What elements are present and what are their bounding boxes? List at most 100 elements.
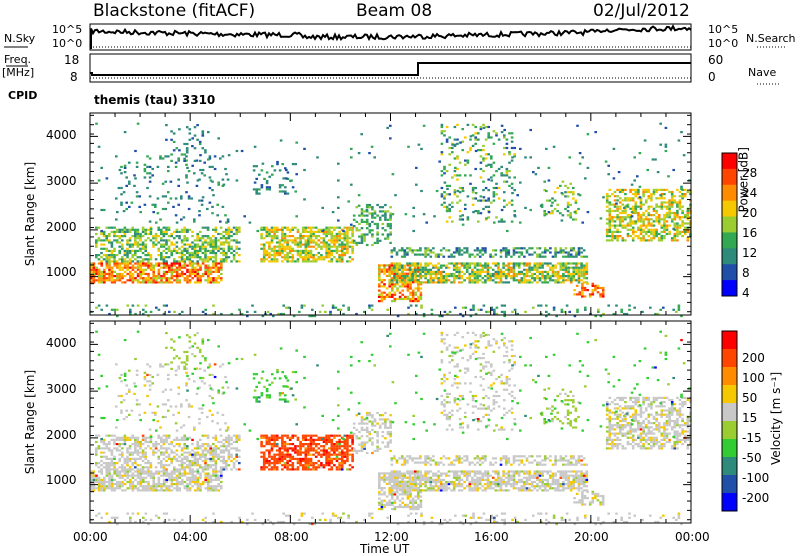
power-cell — [92, 262, 96, 265]
power-cell — [125, 201, 128, 204]
velocity-cell — [199, 487, 202, 490]
power-cell — [390, 249, 394, 252]
velocity-cell — [90, 489, 93, 492]
velocity-cell — [209, 487, 213, 490]
power-cell — [365, 220, 369, 223]
power-cell — [686, 214, 690, 217]
power-cell — [676, 211, 679, 215]
power-cell — [676, 216, 679, 219]
power-cell — [307, 254, 310, 257]
velocity-cell — [168, 485, 171, 488]
power-cell — [97, 279, 101, 282]
power-cell — [398, 281, 402, 284]
power-cell — [164, 180, 167, 183]
power-cell — [186, 281, 189, 284]
power-cell — [613, 235, 617, 238]
power-cell — [450, 275, 453, 278]
power-cell — [572, 277, 576, 280]
velocity-cell — [294, 451, 297, 454]
power-cell — [126, 304, 129, 307]
power-cell — [147, 232, 150, 236]
velocity-cell — [188, 340, 192, 343]
power-cell — [471, 197, 475, 200]
power-cell — [398, 249, 401, 252]
velocity-cell — [141, 436, 145, 439]
power-cell — [183, 226, 186, 229]
power-cell — [494, 262, 498, 265]
power-cell — [103, 268, 106, 271]
power-cell — [452, 255, 456, 258]
power-cell — [376, 227, 379, 230]
power-cell — [657, 205, 661, 208]
velocity-cell — [193, 464, 197, 467]
velocity-cell — [186, 487, 189, 490]
power-cell — [655, 218, 658, 221]
power-cell — [484, 205, 488, 208]
power-cell — [95, 239, 98, 242]
power-cell — [438, 315, 441, 318]
power-cell — [260, 235, 263, 238]
power-cell — [437, 255, 440, 258]
power-cell — [186, 243, 189, 246]
power-cell — [125, 207, 128, 211]
power-cell — [577, 207, 580, 211]
power-cell — [430, 308, 434, 311]
power-cell — [497, 197, 501, 200]
velocity-cell — [157, 476, 161, 479]
velocity-cell — [230, 459, 233, 463]
power-cell — [165, 228, 168, 231]
power-cell — [318, 310, 322, 313]
power-cell — [519, 147, 522, 150]
velocity-cell — [260, 445, 263, 448]
power-cell — [281, 260, 284, 263]
power-cell — [378, 264, 381, 267]
power-cell — [445, 125, 449, 129]
power-cell — [195, 184, 199, 187]
power-cell — [235, 245, 238, 248]
velocity-cell — [212, 451, 215, 454]
power-cell — [538, 262, 542, 265]
velocity-cell — [131, 464, 134, 467]
power-cell — [330, 258, 334, 261]
power-cell — [320, 228, 323, 231]
power-cell — [162, 226, 166, 229]
power-cell — [371, 235, 374, 238]
power-cell — [525, 251, 529, 254]
power-cell — [650, 239, 653, 242]
power-cell — [378, 283, 381, 286]
velocity-cell — [235, 468, 238, 471]
power-cell — [175, 279, 179, 282]
velocity-cell — [118, 459, 121, 463]
power-cell — [365, 243, 369, 247]
power-cell — [165, 266, 168, 269]
power-cell — [135, 161, 139, 164]
power-cell — [400, 275, 404, 278]
power-cell — [165, 270, 168, 273]
power-cell — [271, 173, 274, 176]
power-cell — [209, 279, 213, 282]
velocity-cell — [100, 483, 103, 486]
power-cell — [358, 241, 361, 244]
power-cell — [325, 230, 328, 233]
velocity-cell — [121, 464, 124, 467]
power-cell — [516, 194, 519, 197]
power-cell — [120, 203, 123, 206]
power-cell — [419, 247, 422, 250]
velocity-cell — [139, 485, 142, 488]
power-cell — [650, 195, 653, 198]
power-cell — [105, 237, 108, 240]
power-cell — [484, 279, 487, 282]
power-cell — [481, 270, 485, 273]
power-cell — [513, 176, 516, 179]
power-cell — [196, 235, 199, 238]
power-cell — [115, 254, 119, 257]
velocity-cell — [103, 485, 106, 488]
power-cell — [295, 173, 298, 176]
power-cell — [235, 179, 239, 182]
power-cell — [680, 131, 683, 134]
power-cell — [547, 312, 551, 316]
velocity-cell — [178, 445, 181, 448]
velocity-cell — [206, 449, 210, 452]
power-cell — [582, 255, 586, 258]
power-cell — [312, 241, 315, 244]
